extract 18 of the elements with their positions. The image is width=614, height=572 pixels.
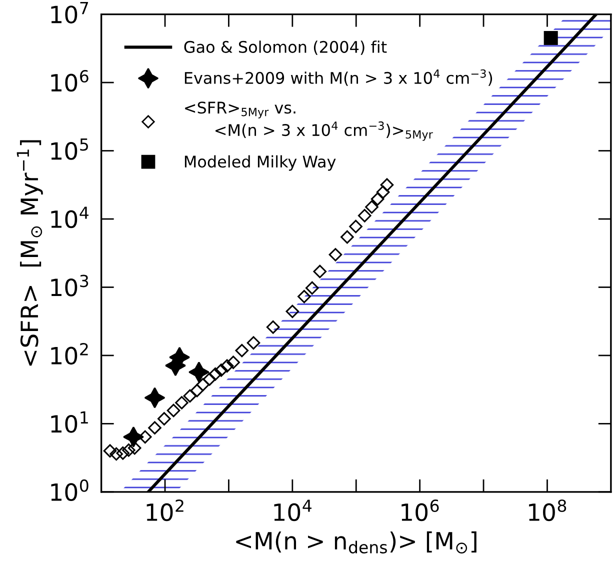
y-tick-label: 10$^{6}$ bbox=[51, 70, 88, 92]
x-tick-label: 10$^{8}$ bbox=[529, 499, 566, 522]
text: <SFR>$_{5Myr}$ vs. <M(n > 3 x 10$^{4}$ cm$^{−3}$)>$_{5Myr}$ bbox=[185, 102, 433, 141]
y-tick-label: 10$^{2}$ bbox=[51, 342, 88, 365]
legend-label: Modeled Milky Way bbox=[184, 155, 336, 171]
legend-label: Evans+2009 with M(n > 3 x 10$^{4}$ cm$^{−3}$) bbox=[184, 69, 492, 86]
y-axis-title: <SFR> [M$_{⊙}$ Myr$^{−1}$] bbox=[16, 140, 43, 366]
y-tick-label: 10$^{1}$ bbox=[51, 411, 88, 433]
x-tick-label: 10$^{6}$ bbox=[402, 499, 439, 522]
x-axis-title: <M(n > n$_{dens}$)> [M$_{⊙}$] bbox=[236, 531, 476, 554]
y-tick-label: 10$^{5}$ bbox=[51, 138, 88, 160]
x-tick-label: 10$^{2}$ bbox=[146, 499, 184, 522]
y-tick-label: 10$^{4}$ bbox=[51, 206, 88, 228]
x-tick-label: 10$^{4}$ bbox=[274, 500, 312, 522]
legend-label: Gao & Solomon (2004) fit bbox=[184, 40, 387, 55]
y-tick-label: 10$^{7}$ bbox=[51, 2, 88, 24]
y-tick-label: 10$^{3}$ bbox=[51, 274, 88, 296]
y-tick-label: 10$^{0}$ bbox=[51, 479, 88, 502]
